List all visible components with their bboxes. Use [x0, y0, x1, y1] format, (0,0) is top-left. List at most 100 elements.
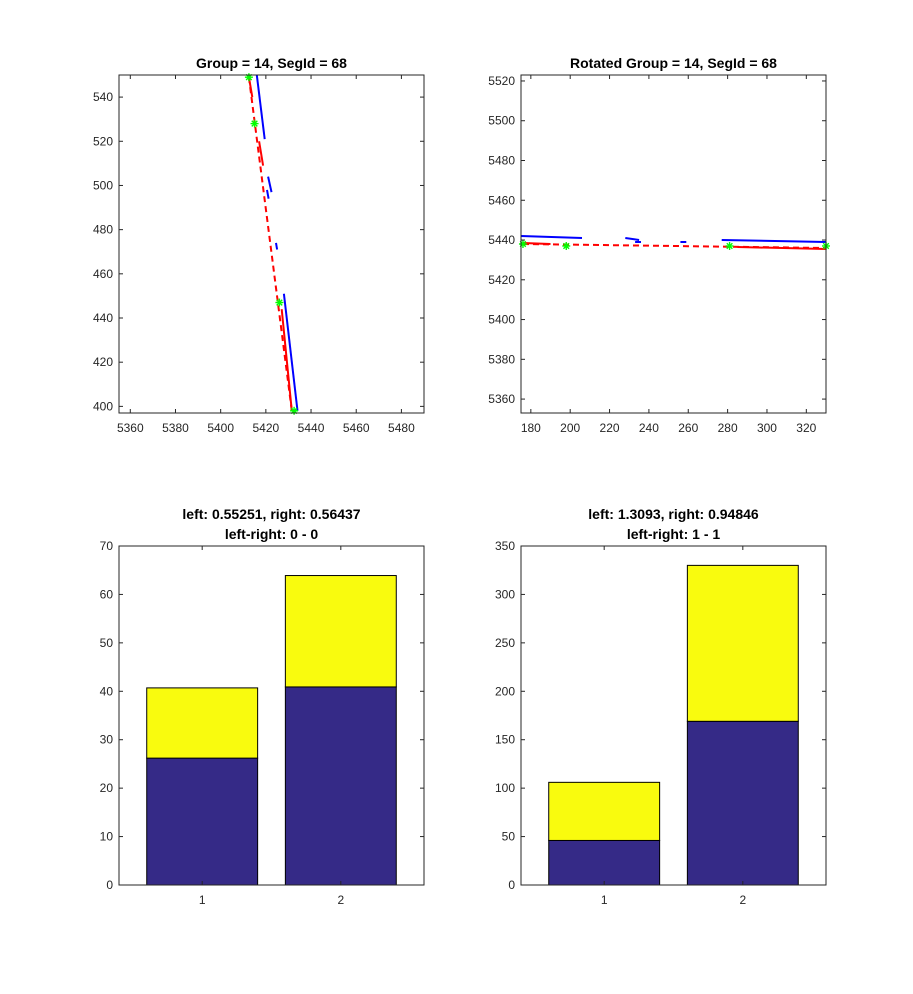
series-3-segment-1 — [522, 242, 551, 245]
bar-1-segment-1 — [146, 757, 259, 885]
series-1-segment-4 — [275, 242, 279, 250]
x-tick-label: 5420 — [253, 421, 280, 435]
chart-title: Group = 14, SegId = 68 — [196, 55, 347, 71]
y-tick-label: 5440 — [488, 233, 515, 247]
subplot-3: 0 10 20 30 40 50 60 70 1 2 left: 0.55251, right: 0… — [100, 506, 425, 907]
y-tick-label: 440 — [93, 311, 113, 325]
bar-1-segment-2 — [548, 781, 661, 841]
y-tick-label: 500 — [93, 178, 113, 192]
y-tick-label: 50 — [100, 636, 114, 650]
x-tick-label: 5380 — [162, 421, 189, 435]
y-tick-label: 420 — [93, 355, 113, 369]
marker-point-2 — [250, 119, 259, 128]
bar-2-segment-1 — [686, 720, 799, 885]
marker-stroke — [562, 242, 570, 250]
x-tick-label: 5440 — [298, 421, 325, 435]
marker-point-3 — [725, 241, 734, 250]
chart-title: left: 1.3093, right: 0.94846 — [588, 506, 759, 522]
marker-stroke — [276, 299, 283, 306]
x-tick-label: 320 — [796, 421, 816, 435]
x-tick-label: 200 — [560, 421, 580, 435]
axes-box — [520, 74, 827, 414]
plot-area — [548, 564, 799, 885]
bar-1-segment-1 — [548, 839, 661, 885]
y-tick-label: 40 — [100, 684, 114, 698]
x-tick-label: 300 — [757, 421, 777, 435]
x-tick-label: 260 — [678, 421, 698, 435]
series-1-segment-2 — [625, 237, 640, 241]
x-tick-label: 2 — [337, 893, 344, 907]
x-tick-label: 5360 — [117, 421, 144, 435]
x-tick-label: 2 — [739, 893, 746, 907]
x-tick-label: 280 — [718, 421, 738, 435]
y-tick-label: 70 — [100, 539, 114, 553]
bar-2-segment-2 — [686, 564, 799, 722]
y-tick-label: 480 — [93, 223, 113, 237]
series-3-segment-2 — [737, 246, 826, 250]
series-3-segment-3 — [280, 309, 293, 411]
chart-title: left: 0.55251, right: 0.56437 — [182, 506, 360, 522]
marker-point-3 — [275, 298, 284, 307]
subplot-1: 400 420 440 460 480 500 520 540 5360 5380 5400 5420… — [93, 55, 425, 435]
series-1-segment-2 — [267, 176, 273, 193]
y-tick-label: 300 — [495, 587, 515, 601]
marker-stroke — [726, 242, 733, 250]
bar-1-segment-2 — [146, 687, 259, 759]
x-tick-label: 240 — [639, 421, 659, 435]
y-tick-label: 0 — [106, 878, 113, 892]
y-tick-label: 5360 — [488, 392, 515, 406]
y-tick-label: 60 — [100, 587, 114, 601]
axes-box — [118, 545, 425, 886]
y-tick-label: 20 — [100, 781, 114, 795]
y-tick-label: 0 — [508, 878, 515, 892]
bar-2-segment-1 — [284, 686, 397, 885]
marker-point-4 — [290, 406, 299, 415]
axes-background — [119, 75, 424, 413]
y-tick-label: 150 — [495, 733, 515, 747]
chart-subtitle: left-right: 0 - 0 — [225, 526, 319, 542]
y-tick-label: 350 — [495, 539, 515, 553]
y-tick-label: 250 — [495, 636, 515, 650]
y-tick-label: 5380 — [488, 352, 515, 366]
y-tick-label: 5520 — [488, 74, 515, 88]
axes-box — [118, 74, 425, 414]
series-1-segment-1 — [521, 235, 583, 239]
y-tick-label: 5460 — [488, 193, 515, 207]
x-tick-label: 1 — [601, 893, 608, 907]
y-tick-label: 5420 — [488, 273, 515, 287]
series-2-segment-1 — [247, 77, 293, 411]
bar-2-segment-2 — [284, 575, 397, 688]
series-1-segment-1 — [255, 75, 266, 140]
marker-point-2 — [562, 241, 571, 250]
y-tick-label: 460 — [93, 267, 113, 281]
y-tick-label: 100 — [495, 781, 515, 795]
subplot-2: 5360 5380 5400 5420 5440 5460 5480 5500 5520 180 2… — [488, 55, 830, 435]
y-tick-label: 200 — [495, 684, 515, 698]
y-tick-label: 540 — [93, 90, 113, 104]
y-tick-label: 520 — [93, 134, 113, 148]
series-1-segment-3 — [266, 189, 270, 199]
y-tick-label: 400 — [93, 399, 113, 413]
x-tick-label: 5400 — [207, 421, 234, 435]
plot-area — [521, 235, 826, 250]
series-1-segment-5 — [721, 239, 826, 243]
y-tick-label: 5480 — [488, 153, 515, 167]
series-3-segment-2 — [258, 141, 265, 166]
marker-stroke — [251, 120, 258, 127]
x-tick-label: 180 — [521, 421, 541, 435]
x-tick-label: 1 — [199, 893, 206, 907]
series-1-segment-5 — [282, 293, 299, 411]
chart-subtitle: left-right: 1 - 1 — [627, 526, 721, 542]
y-tick-label: 30 — [100, 733, 114, 747]
chart-title: Rotated Group = 14, SegId = 68 — [570, 55, 777, 71]
axes-background — [521, 75, 826, 413]
x-tick-label: 5460 — [343, 421, 370, 435]
subplot-4: 0 50 100 150 200 250 300 350 1 2 left: 1.3093, rig… — [495, 506, 827, 907]
y-tick-label: 5400 — [488, 313, 515, 327]
y-tick-label: 50 — [502, 830, 516, 844]
y-tick-label: 5500 — [488, 114, 515, 128]
y-tick-label: 10 — [100, 830, 114, 844]
axes-box — [520, 545, 827, 886]
x-tick-label: 5480 — [388, 421, 415, 435]
